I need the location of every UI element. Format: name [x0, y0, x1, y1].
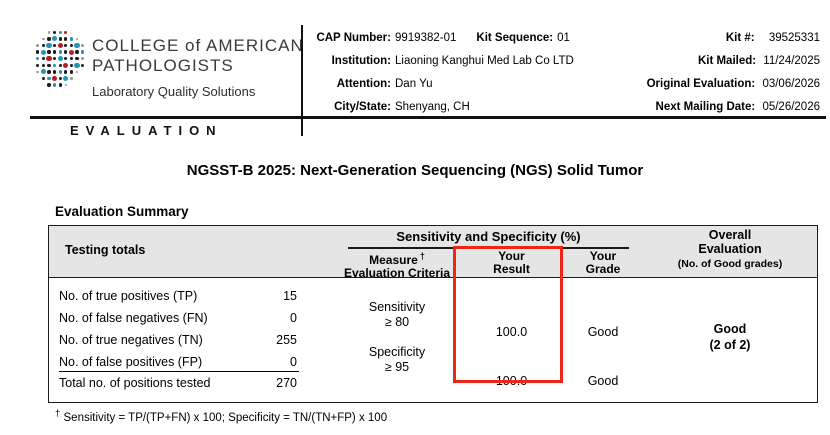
kit-number-row: Kit #: 39525331: [647, 30, 820, 46]
cap-number-label: CAP Number:: [316, 32, 391, 44]
testing-totals-column-header: Testing totals: [65, 243, 146, 257]
cap-number-value: 9919382-01: [395, 32, 457, 44]
org-name-line2: PATHOLOGISTS: [92, 56, 234, 75]
table-row-total-positions: Total no. of positions tested 270: [59, 376, 299, 390]
measure-criteria: ≥ 80: [384, 315, 410, 329]
org-tagline: Laboratory Quality Solutions: [92, 84, 256, 99]
sensitivity-grade-cell: Good: [587, 325, 619, 339]
row-label: No. of false negatives (FN): [59, 311, 208, 325]
table-header-row: Testing totals Sensitivity and Specifici…: [49, 226, 819, 280]
institution-label: Institution:: [331, 55, 391, 67]
institution-value: Liaoning Kanghui Med Lab Co LTD: [395, 55, 574, 67]
result-header-line2: Result: [493, 262, 530, 276]
document-title: NGSST-B 2025: Next-Generation Sequencing…: [186, 162, 644, 179]
result-header-line1: Your: [498, 249, 525, 263]
specificity-measure-cell: Specificity ≥ 95: [337, 345, 457, 375]
header-horizontal-divider: [30, 116, 826, 119]
org-name-line1: COLLEGE of AMERICAN: [92, 36, 304, 55]
sensitivity-result-cell: 100.0: [495, 325, 528, 339]
row-label: No. of true negatives (TN): [59, 333, 203, 347]
measure-header-line1: Measure: [369, 253, 418, 267]
kit-sequence-value: 01: [557, 32, 570, 44]
evaluation-summary-table: Testing totals Sensitivity and Specifici…: [48, 225, 818, 403]
city-state-label: City/State:: [334, 101, 391, 113]
evaluation-banner: EVALUATION: [70, 123, 223, 138]
your-grade-column-header: Your Grade: [557, 250, 649, 276]
institution-row: Institution: Liaoning Kanghui Med Lab Co…: [308, 53, 598, 69]
measure-column-header: Measure † Evaluation Criteria: [337, 250, 457, 280]
row-value: 15: [283, 289, 297, 303]
your-result-column-header: Your Result: [459, 250, 564, 276]
dagger-icon: †: [419, 251, 425, 261]
cap-logo-dots-icon: [35, 29, 91, 91]
row-label: Total no. of positions tested: [59, 376, 211, 390]
measure-criteria: ≥ 95: [384, 360, 410, 374]
grade-header-line1: Your: [589, 249, 617, 263]
overall-evaluation-column-header: Overall Evaluation (No. of Good grades): [641, 228, 819, 271]
sensitivity-specificity-group-header: Sensitivity and Specificity (%): [396, 229, 581, 244]
row-value: 270: [276, 376, 297, 390]
attention-value: Dan Yu: [395, 78, 433, 90]
row-value: 0: [290, 355, 297, 369]
grade-header-line2: Grade: [585, 262, 621, 276]
next-mailing-value: 05/26/2026: [762, 101, 820, 113]
testing-totals-list: No. of true positives (TP) 15 No. of fal…: [59, 289, 299, 398]
row-label: No. of false positives (FP): [59, 355, 203, 369]
kit-mailed-label: Kit Mailed:: [697, 55, 757, 67]
table-row-true-negatives: No. of true negatives (TN) 255: [59, 333, 299, 347]
sensitivity-measure-cell: Sensitivity ≥ 80: [337, 300, 457, 330]
city-state-value: Shenyang, CH: [395, 101, 470, 113]
row-value: 0: [290, 311, 297, 325]
table-row-false-negatives: No. of false negatives (FN) 0: [59, 311, 299, 325]
overall-evaluation-cell: Good (2 of 2): [641, 321, 819, 353]
footnote: † Sensitivity = TP/(TP+FN) x 100; Specif…: [55, 408, 387, 424]
attention-row: Attention: Dan Yu: [308, 76, 598, 92]
footnote-text: Sensitivity = TP/(TP+FN) x 100; Specific…: [63, 411, 388, 424]
row-value: 255: [276, 333, 297, 347]
kit-sequence-label: Kit Sequence:: [476, 32, 554, 44]
original-evaluation-value: 03/06/2026: [762, 78, 820, 90]
overall-header-line1: Overall: [708, 228, 752, 242]
overall-grade: Good: [713, 322, 747, 336]
attention-label: Attention:: [336, 78, 391, 90]
next-mailing-row: Next Mailing Date: 05/26/2026: [647, 99, 820, 115]
city-state-row: City/State: Shenyang, CH: [308, 99, 598, 115]
overall-header-line3: (No. of Good grades): [677, 258, 783, 270]
kit-info-block: Kit #: 39525331 Kit Mailed: 11/24/2025 O…: [647, 30, 820, 122]
next-mailing-label: Next Mailing Date:: [655, 101, 756, 113]
dagger-icon: †: [55, 408, 61, 419]
measure-name: Specificity: [368, 345, 426, 359]
original-evaluation-label: Original Evaluation:: [646, 78, 756, 90]
original-evaluation-row: Original Evaluation: 03/06/2026: [647, 76, 820, 92]
kit-number-label: Kit #:: [725, 32, 755, 44]
row-label: No. of true positives (TP): [59, 289, 198, 303]
recipient-info-block: CAP Number: 9919382-01 Kit Sequence: 01 …: [308, 30, 598, 122]
measure-name: Sensitivity: [368, 300, 426, 314]
cap-number-row: CAP Number: 9919382-01 Kit Sequence: 01: [308, 30, 598, 46]
measure-header-line2: Evaluation Criteria: [343, 266, 451, 280]
result-column-highlight-box: [453, 246, 563, 383]
table-row-true-positives: No. of true positives (TP) 15: [59, 289, 299, 303]
kit-number-value: 39525331: [768, 32, 820, 44]
evaluation-summary-heading: Evaluation Summary: [55, 204, 189, 219]
table-row-false-positives: No. of false positives (FP) 0: [59, 355, 299, 372]
kit-mailed-row: Kit Mailed: 11/24/2025: [647, 53, 820, 69]
kit-mailed-value: 11/24/2025: [763, 55, 820, 67]
specificity-grade-cell: Good: [587, 374, 619, 388]
overall-detail: (2 of 2): [709, 338, 751, 352]
overall-header-line2: Evaluation: [698, 242, 762, 256]
header-vertical-divider: [301, 25, 303, 136]
